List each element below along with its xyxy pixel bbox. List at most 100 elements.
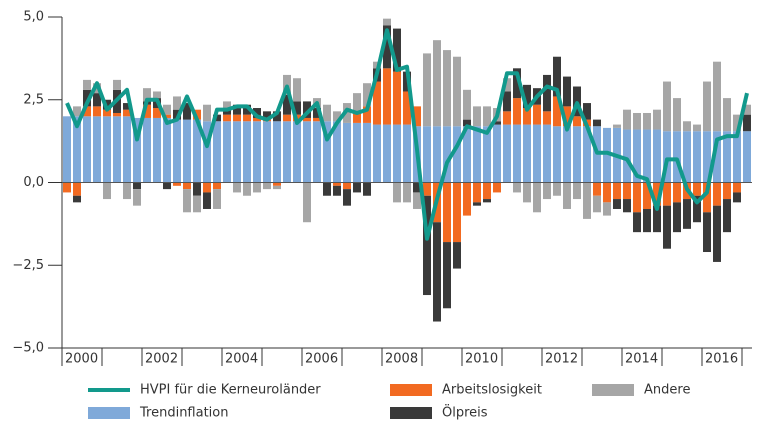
- legend-label: HVPI für die Kerneuroländer: [140, 383, 321, 398]
- y-tick-label: 5,0: [23, 10, 44, 25]
- y-tick-label: −2,5: [12, 258, 44, 273]
- bar-segment: [483, 199, 491, 203]
- bar-segment: [743, 114, 751, 132]
- bar-segment: [103, 116, 111, 183]
- bar-segment: [293, 101, 301, 115]
- bar-segment: [483, 126, 491, 183]
- bar-segment: [623, 129, 631, 183]
- bar-segment: [413, 182, 421, 193]
- bar-segment: [663, 81, 671, 132]
- bar-segment: [133, 182, 141, 190]
- bar-segment: [663, 182, 671, 206]
- bar-segment: [243, 104, 251, 115]
- bar-segment: [173, 96, 181, 110]
- bar-segment: [253, 108, 261, 118]
- bar-segment: [303, 182, 311, 223]
- bar-segment: [673, 182, 681, 203]
- bar-segment: [463, 89, 471, 120]
- hvpi-line: [65, 28, 749, 241]
- bar-segment: [713, 131, 721, 183]
- legend-label: Ölpreis: [442, 404, 488, 421]
- bar-segment: [473, 126, 481, 183]
- bar-segment: [73, 106, 81, 117]
- bar-segment: [483, 106, 491, 127]
- bar-segment: [103, 109, 111, 117]
- bar-segment: [303, 117, 311, 122]
- bar-segment: [233, 114, 241, 122]
- bar-segment: [503, 78, 511, 92]
- bar-segment: [633, 112, 641, 130]
- bar-segment: [723, 131, 731, 183]
- bar-segment: [533, 104, 541, 125]
- bar-segment: [323, 121, 331, 183]
- bar-segment: [553, 56, 561, 97]
- bar-segment: [133, 189, 141, 206]
- bar-segment: [473, 182, 481, 203]
- bar-segment: [423, 53, 431, 127]
- bar-segment: [273, 182, 281, 186]
- bar-segment: [513, 68, 521, 99]
- bar-segment: [363, 106, 371, 123]
- bar-segment: [463, 119, 471, 127]
- bar-segment: [643, 208, 651, 233]
- bar-segment: [633, 212, 641, 233]
- bar-segment: [283, 94, 291, 115]
- bar-segment: [453, 242, 461, 269]
- bar-segment: [543, 182, 551, 200]
- bar-segment: [423, 195, 431, 296]
- bar-segment: [353, 112, 361, 123]
- bar-segment: [643, 112, 651, 130]
- bar-segment: [653, 205, 661, 233]
- bar-segment: [153, 108, 161, 118]
- bar-segment: [593, 119, 601, 127]
- bar-segment: [243, 182, 251, 196]
- bar-segment: [183, 119, 191, 183]
- bar-segment: [263, 111, 271, 118]
- bar-segment: [533, 182, 541, 213]
- bar-segment: [413, 192, 421, 209]
- bar-segment: [583, 126, 591, 183]
- bar-segment: [663, 131, 671, 183]
- bar-segment: [143, 88, 151, 102]
- bar-segment: [503, 124, 511, 183]
- bar-segment: [403, 124, 411, 183]
- bar-segment: [163, 117, 171, 183]
- bar-segment: [123, 109, 131, 117]
- y-tick-label: 2,5: [23, 92, 44, 107]
- bar-segment: [543, 74, 551, 112]
- bar-segment: [733, 192, 741, 203]
- bar-segment: [193, 119, 201, 183]
- bar-segment: [323, 104, 331, 122]
- bar-segment: [243, 114, 251, 122]
- bar-segment: [683, 199, 691, 229]
- bar-segment: [273, 121, 281, 183]
- bar-segment: [633, 129, 641, 183]
- bar-segment: [63, 116, 71, 183]
- bar-segment: [513, 98, 521, 125]
- bar-segment: [583, 182, 591, 219]
- bar-segment: [593, 182, 601, 196]
- bar-segment: [83, 116, 91, 183]
- bar-segment: [213, 182, 221, 190]
- bar-segment: [693, 131, 701, 183]
- bar-segment: [63, 182, 71, 193]
- bar-segment: [493, 182, 501, 193]
- bar-segment: [193, 182, 201, 196]
- bar-segment: [743, 104, 751, 115]
- bar-segment: [473, 106, 481, 127]
- bar-segment: [603, 182, 611, 203]
- bar-segment: [503, 91, 511, 112]
- bar-segment: [113, 116, 121, 183]
- legend-swatch: [390, 384, 432, 396]
- bar-segment: [633, 182, 641, 213]
- bar-segment: [643, 182, 651, 209]
- x-tick-label: 2002: [145, 352, 178, 367]
- bar-segment: [653, 182, 661, 206]
- x-tick-label: 2016: [705, 352, 738, 367]
- bar-segment: [693, 195, 701, 223]
- bar-segment: [123, 182, 131, 200]
- bar-segment: [363, 83, 371, 107]
- x-tick-label: 2000: [65, 352, 98, 367]
- bar-segment: [353, 93, 361, 113]
- bar-segment: [463, 182, 471, 216]
